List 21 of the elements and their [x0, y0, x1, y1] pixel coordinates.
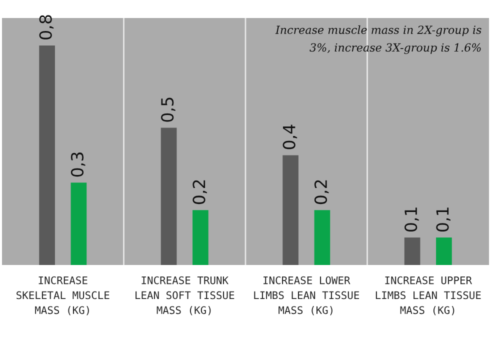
bar: [436, 238, 452, 265]
data-label: 0,5: [161, 98, 176, 122]
bar: [282, 155, 298, 265]
bar: [314, 210, 330, 265]
data-label: 0,8: [39, 15, 54, 40]
annotation: Increase muscle mass in 2X-group is 3%, increase 3X-group is 1.6%: [275, 25, 482, 54]
bar: [404, 238, 420, 265]
x-tick-label: INCREASE LOWER LIMBS LEAN TISSUE MASS (KG): [254, 276, 360, 316]
data-label: 0,1: [404, 208, 419, 232]
x-tick-label: INCREASE UPPER LIMBS LEAN TISSUE MASS (KG): [376, 276, 481, 316]
bar: [39, 45, 55, 265]
data-label: 0,2: [192, 180, 207, 204]
bar: [192, 210, 208, 265]
x-tick-label: INCREASE TRUNK LEAN SOFT TISSUE MASS (KG): [136, 276, 234, 316]
data-label: 0,2: [314, 180, 329, 204]
data-label: 0,3: [70, 152, 86, 177]
x-tick-label: INCREASE SKELETAL MUSCLE MASS (KG): [16, 276, 110, 316]
data-label: 0,1: [436, 208, 450, 232]
data-label: 0,4: [282, 124, 298, 150]
bar: [70, 182, 87, 265]
bar: [160, 128, 177, 265]
